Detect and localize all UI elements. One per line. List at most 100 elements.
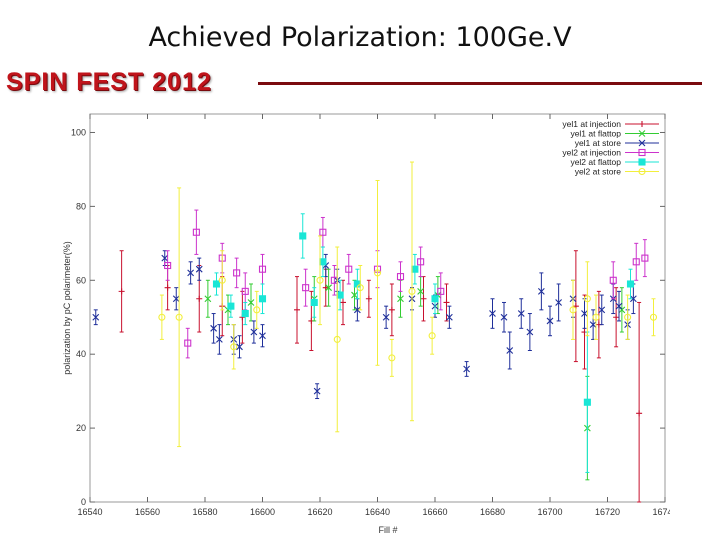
legend-swatch-marker — [638, 139, 646, 147]
legend-label: yel1 at store — [575, 138, 622, 148]
legend-swatch-marker — [638, 148, 646, 157]
x-tick-label: 16680 — [480, 507, 505, 517]
x-axis: 16540 16560 16580 16600 16620 16640 16660 16680… — [77, 114, 670, 517]
data-point — [192, 228, 200, 236]
data-point — [196, 295, 203, 302]
y-tick-label: 0 — [81, 497, 86, 507]
x-tick-label: 16740 — [652, 507, 670, 517]
x-tick-label: 16540 — [77, 507, 102, 517]
legend-swatch-marker — [638, 158, 646, 166]
legend-label: yel2 at flattop — [570, 157, 621, 167]
data-point — [365, 295, 372, 302]
y-tick-label: 80 — [76, 201, 86, 211]
data-point — [517, 310, 525, 317]
data-point — [340, 299, 346, 306]
data-point — [236, 343, 243, 351]
data-point — [649, 313, 658, 321]
data-point — [319, 228, 327, 236]
data-point — [212, 280, 221, 288]
data-point — [241, 287, 249, 295]
data-point — [583, 398, 591, 406]
data-point — [253, 306, 261, 314]
data-point — [624, 313, 632, 321]
data-point — [356, 284, 364, 292]
data-point — [618, 306, 626, 314]
data-point — [302, 284, 310, 292]
data-point — [411, 265, 419, 273]
y-tick-label: 40 — [76, 349, 86, 359]
data-point — [632, 258, 640, 266]
data-point — [445, 313, 453, 321]
data-point — [526, 328, 534, 336]
data-point — [581, 310, 588, 317]
data-point — [546, 317, 554, 325]
y-tick-label: 20 — [76, 423, 86, 433]
x-tick-label: 16560 — [135, 507, 160, 517]
data-point — [184, 339, 192, 347]
data-point — [230, 343, 238, 351]
data-point — [569, 306, 577, 314]
data-point — [172, 295, 180, 303]
data-point — [316, 276, 324, 284]
data-point — [613, 314, 620, 321]
data-point — [417, 258, 425, 266]
series-yel2-at-store — [158, 161, 658, 448]
data-point — [396, 273, 405, 281]
data-point — [589, 321, 597, 329]
data-point — [382, 313, 390, 321]
data-point — [333, 335, 341, 343]
data-point — [336, 291, 344, 299]
data-point — [241, 309, 249, 318]
data-point — [187, 269, 195, 277]
title-divider-line — [258, 82, 702, 85]
y-tick-label: 60 — [76, 275, 86, 285]
data-point — [420, 295, 427, 302]
data-point — [233, 269, 241, 277]
data-point — [408, 287, 416, 295]
legend-swatch-marker — [638, 130, 646, 137]
data-point — [227, 302, 235, 310]
x-tick-label: 16580 — [192, 507, 217, 517]
y-axis-label: polarization by pC polarimeter(%) — [62, 241, 72, 375]
data-point — [325, 284, 333, 292]
polarization-scatter-chart: 0 20 40 60 80 100 16540 16560 16580 16600 16620 16… — [62, 113, 670, 535]
data-point — [250, 328, 258, 336]
y-axis: 0 20 40 60 80 100 — [71, 127, 665, 507]
x-tick-label: 16600 — [250, 507, 275, 517]
data-point — [158, 313, 166, 321]
data-point — [353, 306, 361, 314]
data-point — [351, 291, 358, 299]
data-point — [388, 306, 395, 313]
data-point — [258, 295, 267, 303]
data-point — [592, 313, 600, 321]
data-point — [259, 332, 266, 340]
data-point — [313, 387, 321, 395]
data-points — [92, 161, 658, 503]
x-tick-label: 16660 — [422, 507, 447, 517]
data-point — [175, 313, 183, 321]
data-point — [322, 284, 329, 291]
data-point — [204, 295, 212, 303]
legend-swatch-marker — [638, 167, 646, 176]
spin-fest-logo: SPIN FEST 2012 — [6, 68, 212, 96]
data-point — [373, 269, 382, 277]
data-point — [345, 265, 353, 273]
x-tick-label: 16620 — [307, 507, 332, 517]
data-point — [615, 302, 623, 310]
data-point — [247, 299, 255, 306]
data-point — [161, 254, 169, 262]
data-point — [506, 347, 514, 354]
data-point — [629, 295, 637, 303]
legend-label: yel1 at flattop — [570, 129, 621, 139]
data-point — [489, 310, 496, 317]
data-point — [537, 287, 545, 295]
series-yel1-at-injection — [118, 250, 643, 503]
data-point — [310, 298, 318, 307]
data-point — [92, 313, 100, 321]
data-point — [636, 410, 643, 417]
data-point — [258, 265, 267, 273]
y-tick-label: 100 — [71, 127, 86, 137]
data-point — [218, 276, 226, 284]
data-point — [500, 313, 508, 321]
